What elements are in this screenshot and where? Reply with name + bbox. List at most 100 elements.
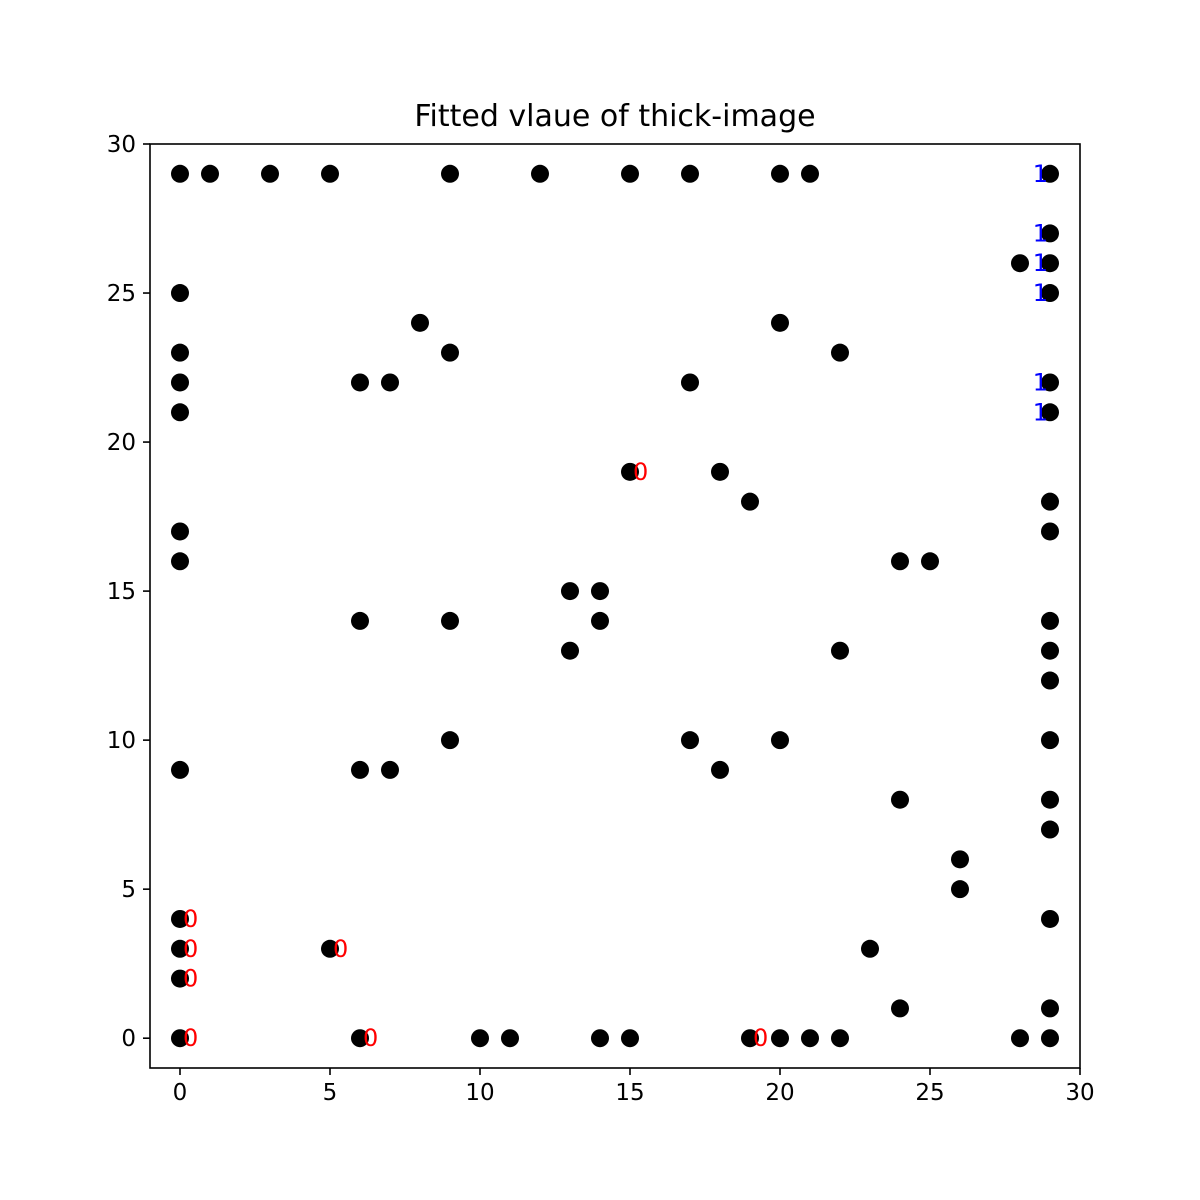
- data-point: [171, 909, 189, 928]
- data-point: [441, 731, 459, 750]
- data-point: [171, 939, 189, 958]
- x-tick-label: 30: [1065, 1080, 1094, 1106]
- data-point: [741, 492, 759, 511]
- data-point: [771, 1029, 789, 1048]
- data-point: [591, 1029, 609, 1048]
- y-tick-label: 25: [107, 281, 136, 307]
- data-point: [771, 313, 789, 332]
- point-annotation: 0: [333, 935, 348, 963]
- data-point: [621, 462, 639, 481]
- data-point: [1041, 731, 1059, 750]
- data-point: [681, 731, 699, 750]
- data-point: [1041, 641, 1059, 660]
- data-point: [831, 1029, 849, 1048]
- data-point: [351, 1029, 369, 1048]
- point-annotation: 1: [1033, 160, 1048, 188]
- point-annotation: 1: [1033, 368, 1048, 396]
- data-point: [261, 164, 279, 183]
- y-tick-label: 5: [121, 877, 136, 903]
- data-point: [621, 164, 639, 183]
- data-point: [381, 760, 399, 779]
- data-point: [351, 760, 369, 779]
- data-point: [171, 552, 189, 571]
- point-annotation: 0: [753, 1024, 768, 1052]
- data-point: [441, 164, 459, 183]
- data-point: [1041, 403, 1059, 422]
- data-point: [351, 373, 369, 392]
- data-point: [321, 939, 339, 958]
- data-point: [891, 790, 909, 809]
- data-point: [171, 522, 189, 541]
- data-point: [621, 1029, 639, 1048]
- data-point: [1041, 492, 1059, 511]
- data-point: [861, 939, 879, 958]
- data-point: [1041, 284, 1059, 303]
- data-point: [1041, 790, 1059, 809]
- data-point: [471, 1029, 489, 1048]
- data-point: [1041, 671, 1059, 690]
- x-tick-label: 15: [615, 1080, 644, 1106]
- x-tick-label: 0: [173, 1080, 188, 1106]
- data-point: [171, 760, 189, 779]
- x-tick-label: 20: [765, 1080, 794, 1106]
- data-point: [441, 611, 459, 630]
- data-point: [501, 1029, 519, 1048]
- data-point: [171, 1029, 189, 1048]
- point-annotation: 1: [1033, 398, 1048, 426]
- y-tick-label: 0: [121, 1026, 136, 1052]
- data-point: [171, 373, 189, 392]
- data-point: [561, 582, 579, 601]
- data-point: [1041, 522, 1059, 541]
- data-point: [921, 552, 939, 571]
- data-point: [711, 760, 729, 779]
- data-point: [381, 373, 399, 392]
- data-point: [681, 164, 699, 183]
- data-point: [1041, 254, 1059, 273]
- data-point: [591, 611, 609, 630]
- axes-frame: [149, 143, 1081, 1069]
- y-tick-label: 20: [107, 430, 136, 456]
- data-point: [1041, 909, 1059, 928]
- data-point: [1041, 1029, 1059, 1048]
- data-point: [441, 343, 459, 362]
- data-point: [171, 403, 189, 422]
- x-tick-label: 5: [323, 1080, 338, 1106]
- point-annotation: 1: [1033, 249, 1048, 277]
- data-point: [351, 611, 369, 630]
- point-annotation: 0: [183, 1024, 198, 1052]
- data-point: [1011, 254, 1029, 273]
- x-tick-label: 10: [465, 1080, 494, 1106]
- data-point: [771, 164, 789, 183]
- data-point: [171, 284, 189, 303]
- data-point: [171, 343, 189, 362]
- data-point: [171, 969, 189, 988]
- data-point: [1041, 224, 1059, 243]
- data-point: [801, 1029, 819, 1048]
- data-point: [891, 552, 909, 571]
- point-annotation: 1: [1033, 279, 1048, 307]
- y-tick-label: 30: [107, 132, 136, 158]
- data-point: [411, 313, 429, 332]
- data-point: [1041, 164, 1059, 183]
- data-point: [171, 164, 189, 183]
- data-point: [711, 462, 729, 481]
- x-tick-label: 25: [915, 1080, 944, 1106]
- data-point: [831, 343, 849, 362]
- data-point: [801, 164, 819, 183]
- data-point: [891, 999, 909, 1018]
- point-annotation: 0: [183, 965, 198, 993]
- data-point: [531, 164, 549, 183]
- data-point: [591, 582, 609, 601]
- data-point: [831, 641, 849, 660]
- data-point: [1011, 1029, 1029, 1048]
- data-point: [741, 1029, 759, 1048]
- point-annotation: 0: [183, 905, 198, 933]
- point-annotation: 0: [363, 1024, 378, 1052]
- data-point: [201, 164, 219, 183]
- plot-area: [171, 164, 1059, 1048]
- data-point: [1041, 820, 1059, 839]
- point-annotation: 0: [633, 458, 648, 486]
- y-tick-label: 15: [107, 579, 136, 605]
